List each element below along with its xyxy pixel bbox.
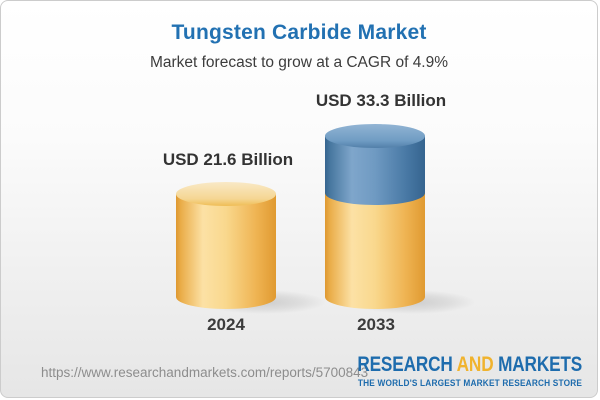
bar-category-label-2024: 2024 — [207, 315, 245, 334]
cylinder-2033-gold-segment — [325, 193, 425, 309]
bar-category-label-2033: 2033 — [357, 315, 395, 334]
logo-word-markets: MARKETS — [498, 353, 582, 376]
logo-tagline: THE WORLD'S LARGEST MARKET RESEARCH STOR… — [357, 378, 582, 388]
logo-word-and: AND — [456, 353, 494, 376]
cylinder-2024-top — [176, 182, 276, 206]
chart-title: Tungsten Carbide Market — [171, 21, 427, 44]
bar-value-label-2033: USD 33.3 Billion — [315, 91, 447, 110]
chart-subtitle: Market forecast to grow at a CAGR of 4.9… — [149, 54, 449, 71]
logo-wordmark: RESEARCH AND MARKETS — [357, 353, 582, 377]
bar-value-label-2024: USD 21.6 Billion — [162, 150, 294, 169]
report-url: https://www.researchandmarkets.com/repor… — [41, 365, 369, 380]
cylinder-2033-top — [325, 124, 425, 148]
cylinder-2033-blue-segment — [325, 136, 425, 205]
cylinder-2024-body — [176, 194, 276, 309]
logo-word-research: RESEARCH — [357, 353, 453, 376]
research-and-markets-logo: RESEARCH AND MARKETS THE WORLD'S LARGEST… — [308, 353, 582, 388]
